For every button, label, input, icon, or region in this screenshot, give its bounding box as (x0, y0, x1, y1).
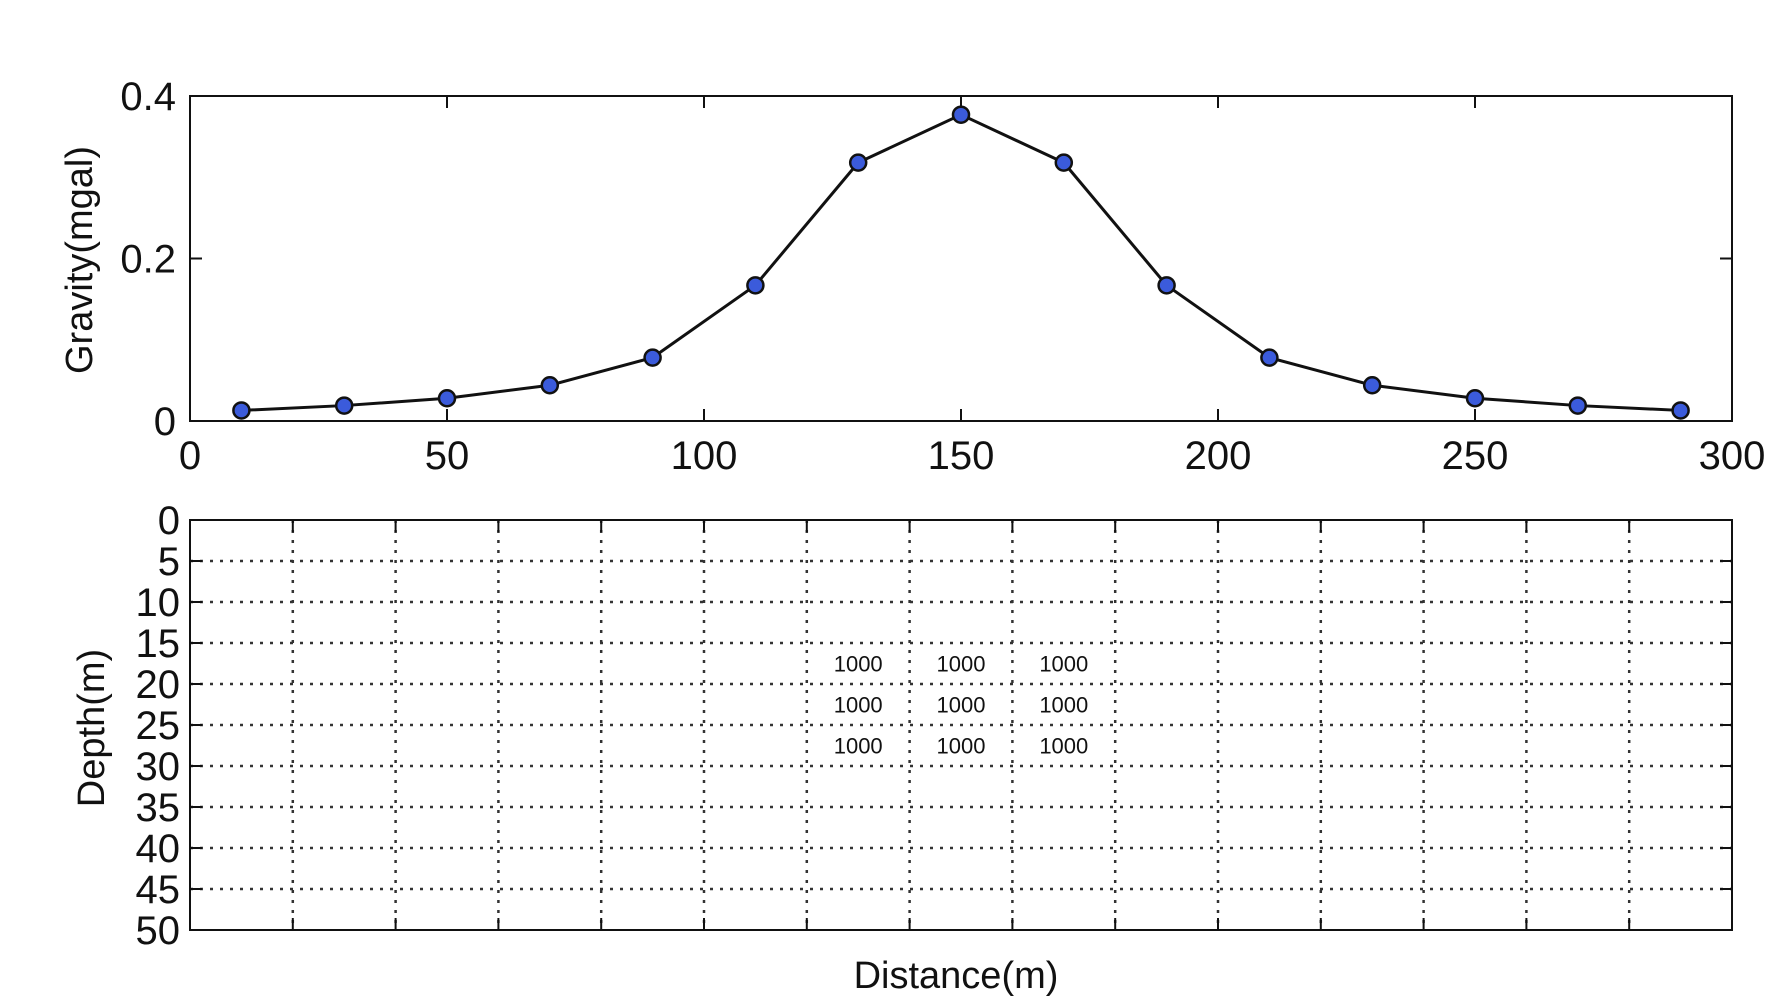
depth-tick-label: 10 (136, 581, 181, 625)
gravity-data-point (1054, 153, 1074, 172)
gravity-data-point (1568, 396, 1588, 415)
depth-tick-label: 15 (136, 622, 181, 666)
gravity-data-point (232, 401, 251, 420)
density-cell-label: 1000 (834, 734, 883, 759)
density-cell-label: 1000 (834, 652, 883, 677)
gravity-data-point (1157, 276, 1176, 295)
gravity-data-point (643, 348, 662, 367)
y-tick-label: 0 (154, 400, 176, 444)
gravity-series-line (241, 113, 1681, 412)
gravity-data-point (848, 153, 868, 172)
depth-tick-label: 5 (158, 540, 180, 584)
gravity-data-point (746, 276, 765, 295)
x-tick-label: 200 (1185, 434, 1252, 478)
depth-tick-label: 25 (136, 704, 181, 748)
x-tick-label: 150 (928, 434, 995, 478)
depth-tick-label: 20 (136, 663, 181, 707)
gravity-data-point (1362, 376, 1382, 395)
density-cell-label: 1000 (937, 693, 986, 718)
gravity-data-point (1465, 389, 1485, 408)
density-cell-label: 1000 (1039, 693, 1088, 718)
depth-tick-label: 45 (136, 868, 181, 912)
depth-tick-label: 50 (136, 909, 181, 953)
gravity-y-axis-title: Gravity(mgal) (59, 146, 101, 374)
density-cell-label: 1000 (834, 693, 883, 718)
y-tick-label: 0.4 (120, 75, 176, 119)
x-tick-label: 50 (425, 434, 470, 478)
density-cell-label: 1000 (1039, 652, 1088, 677)
gravity-panel: 0 50 100 150 200 250 300 0 0.2 0.4 (120, 75, 1765, 478)
depth-tick-label: 30 (136, 745, 181, 789)
gravity-data-point (951, 105, 971, 124)
x-tick-label: 0 (179, 434, 201, 478)
x-tick-label: 300 (1699, 434, 1766, 478)
density-cell-label: 1000 (1039, 734, 1088, 759)
x-tick-label: 250 (1442, 434, 1509, 478)
depth-tick-label: 40 (136, 827, 181, 871)
depth-tick-label: 0 (158, 499, 180, 543)
density-cell-label: 1000 (937, 652, 986, 677)
density-cell-label: 1000 (937, 734, 986, 759)
distance-x-axis-title: Distance(m) (854, 955, 1059, 997)
depth-y-axis-title: Depth(m) (71, 649, 113, 807)
gravity-data-point (540, 376, 560, 395)
gravity-plot-frame (189, 95, 1733, 422)
gravity-data-point (1260, 348, 1279, 367)
gravity-data-point (334, 396, 354, 415)
gravity-data-point (437, 389, 457, 408)
y-tick-label: 0.2 (120, 238, 176, 282)
gravity-data-point (1671, 401, 1690, 420)
depth-tick-label: 35 (136, 786, 181, 830)
x-tick-label: 100 (671, 434, 738, 478)
